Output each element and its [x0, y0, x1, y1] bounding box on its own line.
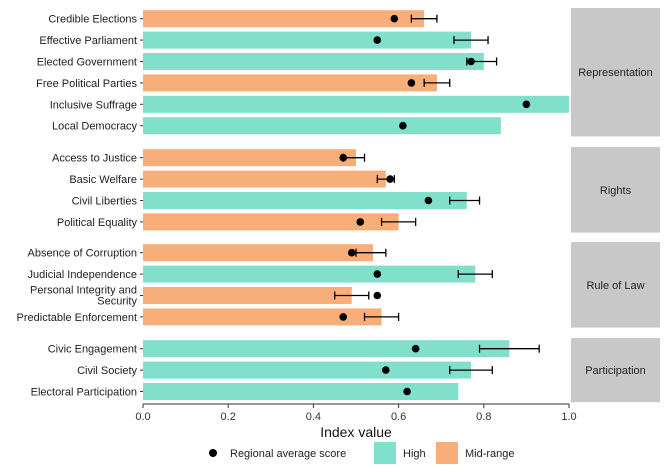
bar [143, 53, 484, 70]
bar [143, 244, 374, 262]
regional-average-point [467, 57, 475, 66]
bar [143, 31, 472, 49]
chart-facet-strips: Representation Rights Rule of Law Participa… [571, 8, 660, 403]
bar [143, 308, 382, 326]
regional-average-point [373, 36, 382, 44]
row-label: Inclusive Suffrage [50, 99, 137, 111]
x-tick-label: 1.0 [561, 411, 576, 423]
regional-average-point [356, 218, 365, 226]
facet-label: Rule of Law [586, 280, 644, 292]
facet-label: Participation [585, 365, 646, 377]
facet-label: Rights [600, 185, 632, 197]
bar [143, 95, 569, 113]
legend-label: Mid-range [465, 448, 515, 460]
row-label: Access to Justice [52, 153, 137, 165]
regional-average-point [373, 291, 382, 300]
row-label: Credible Elections [48, 14, 137, 26]
chart-row-labels: Credible Elections Effective Parliament El… [17, 14, 143, 399]
row-label: Effective Parliament [39, 35, 137, 47]
x-axis-title: Index value [320, 424, 392, 440]
bar [143, 361, 472, 379]
regional-average-point [522, 100, 531, 109]
legend-high-key [374, 442, 396, 464]
regional-average-point [373, 270, 382, 278]
row-label: Civil Society [77, 365, 137, 377]
row-label: Basic Welfare [69, 174, 137, 186]
regional-average-point [339, 313, 348, 321]
bar [143, 149, 356, 167]
bar [143, 117, 501, 135]
regional-average-point [386, 175, 394, 183]
x-tick-label: 0.4 [306, 411, 321, 423]
row-label: Personal Integrity and Security [30, 285, 138, 308]
chart-bars [143, 10, 569, 400]
bar [143, 213, 399, 231]
x-tick-label: 0.2 [221, 411, 236, 423]
bar [143, 170, 386, 188]
bar [143, 10, 425, 28]
facet-strip [571, 242, 660, 328]
facet-label: Representation [578, 67, 653, 79]
x-tick-label: 0.0 [135, 411, 150, 423]
row-label: Free Political Parties [36, 78, 137, 90]
legend-label: Regional average score [230, 448, 346, 460]
chart-error-bars [334, 14, 540, 375]
x-tick-label: 0.8 [476, 411, 491, 423]
regional-average-point [407, 79, 416, 87]
regional-average-point [347, 248, 356, 257]
regional-average-point [403, 387, 411, 396]
legend-point-key [209, 449, 217, 457]
regional-average-point [339, 153, 348, 162]
legend-label: High [403, 448, 426, 460]
chart-points [339, 14, 531, 396]
bar [143, 192, 467, 209]
regional-average-point [399, 121, 407, 130]
x-tick-label: 0.6 [391, 411, 406, 423]
row-label: Absence of Corruption [28, 248, 137, 260]
regional-average-point [424, 196, 433, 205]
chart-legend: Regional average score High Mid-range [209, 442, 515, 464]
bar [143, 74, 437, 92]
row-label: Civic Engagement [48, 344, 137, 356]
row-label: Elected Government [37, 57, 137, 69]
legend-mid-key [436, 442, 458, 464]
row-label: Civil Liberties [72, 196, 138, 208]
regional-average-point [382, 366, 390, 374]
chart-x-axis: 0.0 0.2 0.4 0.6 0.8 1.0 [135, 403, 577, 423]
row-label: Electoral Participation [31, 387, 137, 399]
row-label: Local Democracy [52, 121, 137, 133]
regional-average-point [411, 344, 420, 353]
facet-strip [571, 8, 660, 137]
bar [143, 340, 510, 358]
facet-strip [571, 338, 660, 403]
row-label: Predictable Enforcement [17, 312, 137, 324]
row-label: Judicial Independence [28, 269, 137, 281]
bar [143, 383, 459, 400]
row-label: Political Equality [57, 217, 138, 229]
regional-average-point [390, 14, 399, 23]
bar [143, 287, 352, 304]
bar [143, 265, 476, 283]
facet-strip [571, 147, 660, 233]
